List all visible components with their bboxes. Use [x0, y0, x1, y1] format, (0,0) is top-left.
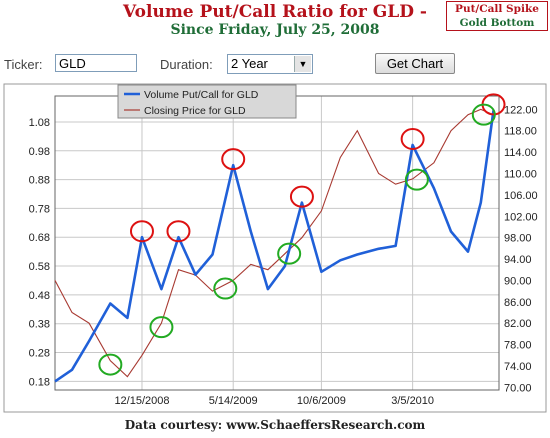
right-axis: 70.00 74.00 78.00 82.00 86.00 90.00 94.00 98.00… [504, 104, 538, 394]
spike-marker [289, 185, 314, 208]
badge-bottom-label: Gold Bottom [459, 17, 535, 29]
bottom-marker [404, 168, 429, 191]
left-tick-label: 0.38 [29, 319, 50, 331]
get-chart-button[interactable]: Get Chart [375, 53, 455, 74]
left-tick-label: 0.58 [29, 261, 50, 273]
chart-subtitle: Since Friday, July 25, 2008 [170, 22, 380, 38]
left-tick-label: 0.18 [29, 376, 50, 388]
right-tick-label: 102.00 [504, 211, 538, 223]
chart-frame [3, 83, 547, 413]
left-tick-label: 0.48 [29, 290, 50, 302]
spike-marker [221, 148, 246, 171]
ticker-label: Ticker: [4, 57, 43, 72]
bottom-marker [149, 316, 174, 339]
right-tick-label: 98.00 [504, 233, 532, 245]
left-tick-label: 0.68 [29, 232, 50, 244]
chart-canvas: 0.18 0.28 0.38 0.48 0.58 0.68 0.78 0.88 0.98 1.08… [3, 83, 547, 413]
right-tick-label: 82.00 [504, 318, 532, 330]
right-tick-label: 78.00 [504, 340, 532, 352]
left-tick-label: 0.88 [29, 175, 50, 187]
markers-group [98, 93, 506, 376]
bottom-marker [471, 103, 496, 126]
duration-value: 2 Year [231, 56, 268, 71]
spike-marker [400, 128, 425, 150]
right-tick-label: 90.00 [504, 275, 532, 287]
chart-title: Volume Put/Call Ratio for GLD - [123, 2, 427, 22]
spike-marker [166, 220, 191, 243]
left-tick-label: 0.78 [29, 203, 50, 215]
bottom-marker [213, 277, 238, 300]
legend-price-label: Closing Price for GLD [144, 105, 246, 117]
right-tick-label: 118.00 [504, 126, 537, 138]
duration-select[interactable]: 2 Year ▼ [227, 54, 313, 74]
bottom-marker [277, 242, 302, 265]
left-tick-label: 0.28 [29, 348, 50, 360]
right-tick-label: 110.00 [504, 169, 537, 181]
duration-label: Duration: [160, 57, 213, 72]
series-group [54, 108, 495, 383]
right-tick-label: 114.00 [504, 147, 537, 159]
data-credit: Data courtesy: www.SchaeffersResearch.co… [124, 418, 426, 432]
spike-marker [129, 220, 154, 243]
left-tick-label: 0.98 [29, 146, 50, 158]
right-tick-label: 122.00 [504, 104, 538, 116]
ticker-input[interactable]: GLD [55, 54, 137, 72]
legend-badge: Put/Call Spike Gold Bottom [446, 1, 548, 31]
putcall-line [54, 110, 495, 383]
right-tick-label: 94.00 [504, 254, 532, 266]
x-tick-label: 3/5/2010 [391, 395, 434, 407]
x-tick-label: 10/6/2009 [297, 395, 346, 407]
left-tick-label: 1.08 [29, 117, 50, 129]
legend-box [117, 84, 297, 119]
x-tick-label: 5/14/2009 [209, 395, 258, 407]
x-axis: 12/15/2008 5/14/2009 10/6/2009 3/5/2010 [114, 395, 434, 407]
bottom-marker [98, 353, 123, 376]
legend-putcall-label: Volume Put/Call for GLD [144, 89, 259, 101]
left-axis: 0.18 0.28 0.38 0.48 0.58 0.68 0.78 0.88 0.98 1.08 [29, 117, 50, 388]
x-tick-label: 12/15/2008 [114, 395, 169, 407]
right-tick-label: 74.00 [504, 361, 532, 373]
right-tick-label: 106.00 [504, 190, 538, 202]
right-tick-label: 70.00 [504, 382, 532, 394]
badge-spike-label: Put/Call Spike [455, 3, 539, 15]
legend: Volume Put/Call for GLD Closing Price fo… [117, 84, 297, 119]
chart-controls: Ticker: GLD Duration: 2 Year ▼ Get Chart [0, 52, 550, 76]
right-tick-label: 86.00 [504, 297, 532, 309]
price-line [54, 108, 494, 378]
chevron-down-icon[interactable]: ▼ [294, 56, 311, 72]
